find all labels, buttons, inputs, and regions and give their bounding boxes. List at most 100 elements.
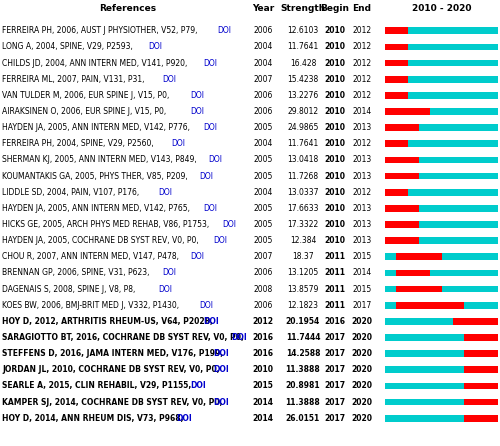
Text: SHERMAN KJ, 2005, ANN INTERN MED, V143, P849,: SHERMAN KJ, 2005, ANN INTERN MED, V143, … — [2, 155, 197, 165]
Text: 12.1823: 12.1823 — [288, 301, 318, 310]
Text: HOY D, 2014, ANN RHEUM DIS, V73, P968,: HOY D, 2014, ANN RHEUM DIS, V73, P968, — [2, 414, 184, 423]
Text: 2020: 2020 — [352, 365, 372, 374]
Bar — [385, 367, 498, 373]
Text: 17.3322: 17.3322 — [288, 220, 318, 229]
Bar — [385, 157, 419, 163]
Text: 2010: 2010 — [324, 236, 345, 245]
Text: 2016: 2016 — [252, 349, 274, 358]
Text: 2011: 2011 — [324, 268, 345, 277]
Bar — [464, 415, 498, 421]
Text: DOI: DOI — [190, 91, 204, 100]
Text: DOI: DOI — [204, 204, 218, 213]
Text: HAYDEN JA, 2005, ANN INTERN MED, V142, P776,: HAYDEN JA, 2005, ANN INTERN MED, V142, P… — [2, 123, 190, 132]
Text: DOI: DOI — [176, 414, 192, 423]
Bar — [464, 399, 498, 405]
Text: References: References — [99, 4, 156, 13]
Text: 2005: 2005 — [254, 204, 272, 213]
Bar — [385, 318, 498, 325]
Text: SARAGIOTTO BT, 2016, COCHRANE DB SYST REV, V0, P0,: SARAGIOTTO BT, 2016, COCHRANE DB SYST RE… — [2, 333, 244, 342]
Text: 11.7268: 11.7268 — [288, 172, 318, 181]
Text: 20.1954: 20.1954 — [286, 317, 320, 326]
Bar — [453, 318, 498, 325]
Text: HOY D, 2012, ARTHRITIS RHEUM-US, V64, P2028,: HOY D, 2012, ARTHRITIS RHEUM-US, V64, P2… — [2, 317, 213, 326]
Text: 15.4238: 15.4238 — [288, 74, 318, 84]
Text: 2017: 2017 — [324, 397, 345, 407]
Bar — [385, 237, 419, 244]
Text: 2004: 2004 — [254, 42, 272, 51]
Bar — [385, 205, 498, 212]
Bar — [396, 269, 430, 277]
Text: 2010: 2010 — [324, 42, 345, 51]
Text: 2012: 2012 — [352, 26, 372, 35]
Text: 2014: 2014 — [252, 414, 274, 423]
Text: 2010: 2010 — [324, 139, 345, 148]
Text: 2010: 2010 — [324, 155, 345, 165]
Text: 11.3888: 11.3888 — [286, 365, 320, 374]
Text: 2005: 2005 — [254, 155, 272, 165]
Text: DOI: DOI — [213, 365, 228, 374]
Text: 2005: 2005 — [254, 123, 272, 132]
Text: BRENNAN GP, 2006, SPINE, V31, P623,: BRENNAN GP, 2006, SPINE, V31, P623, — [2, 268, 150, 277]
Bar — [385, 44, 407, 50]
Text: 2011: 2011 — [324, 301, 345, 310]
Text: DOI: DOI — [190, 252, 204, 261]
Text: DOI: DOI — [208, 155, 222, 165]
Bar — [385, 415, 498, 421]
Text: 2010 - 2020: 2010 - 2020 — [412, 4, 471, 13]
Text: DOI: DOI — [162, 74, 176, 84]
Text: SEARLE A, 2015, CLIN REHABIL, V29, P1155,: SEARLE A, 2015, CLIN REHABIL, V29, P1155… — [2, 381, 191, 390]
Text: 2010: 2010 — [324, 58, 345, 67]
Bar — [385, 399, 498, 405]
Text: KOUMANTAKIS GA, 2005, PHYS THER, V85, P209,: KOUMANTAKIS GA, 2005, PHYS THER, V85, P2… — [2, 172, 188, 181]
Bar — [464, 334, 498, 341]
Text: 2014: 2014 — [352, 268, 372, 277]
Bar — [385, 302, 498, 309]
Bar — [385, 108, 498, 115]
Text: DOI: DOI — [231, 333, 247, 342]
Bar — [396, 253, 442, 260]
Bar — [385, 76, 407, 83]
Text: CHILDS JD, 2004, ANN INTERN MED, V141, P920,: CHILDS JD, 2004, ANN INTERN MED, V141, P… — [2, 58, 188, 67]
Bar — [385, 140, 498, 147]
Bar — [385, 173, 419, 179]
Text: 2010: 2010 — [324, 220, 345, 229]
Bar — [385, 237, 498, 244]
Text: 13.8579: 13.8579 — [288, 285, 318, 293]
Bar — [385, 124, 498, 131]
Text: 2010: 2010 — [324, 204, 345, 213]
Text: JORDAN JL, 2010, COCHRANE DB SYST REV, V0, P0,: JORDAN JL, 2010, COCHRANE DB SYST REV, V… — [2, 365, 220, 374]
Bar — [385, 157, 498, 163]
Bar — [385, 253, 498, 260]
Text: 2014: 2014 — [352, 107, 372, 116]
Bar — [385, 221, 498, 228]
Text: DOI: DOI — [204, 123, 218, 132]
Text: 2017: 2017 — [324, 365, 345, 374]
Bar — [385, 27, 407, 34]
Text: DOI: DOI — [190, 381, 206, 390]
Bar — [396, 286, 442, 293]
Text: FERREIRA PH, 2004, SPINE, V29, P2560,: FERREIRA PH, 2004, SPINE, V29, P2560, — [2, 139, 154, 148]
Text: VAN TULDER M, 2006, EUR SPINE J, V15, P0,: VAN TULDER M, 2006, EUR SPINE J, V15, P0… — [2, 91, 170, 100]
Bar — [385, 221, 419, 228]
Text: DOI: DOI — [204, 317, 220, 326]
Text: 2013: 2013 — [352, 155, 372, 165]
Text: DAGENAIS S, 2008, SPINE J, V8, P8,: DAGENAIS S, 2008, SPINE J, V8, P8, — [2, 285, 136, 293]
Text: 2017: 2017 — [324, 333, 345, 342]
Text: 13.0418: 13.0418 — [288, 155, 318, 165]
Text: 2011: 2011 — [324, 252, 345, 261]
Text: DOI: DOI — [158, 188, 172, 197]
Text: FERREIRA ML, 2007, PAIN, V131, P31,: FERREIRA ML, 2007, PAIN, V131, P31, — [2, 74, 144, 84]
Bar — [385, 140, 407, 147]
Text: 2006: 2006 — [254, 268, 272, 277]
Text: Year: Year — [252, 4, 274, 13]
Text: CHOU R, 2007, ANN INTERN MED, V147, P478,: CHOU R, 2007, ANN INTERN MED, V147, P478… — [2, 252, 179, 261]
Text: 2016: 2016 — [324, 317, 345, 326]
Text: 2004: 2004 — [254, 58, 272, 67]
Bar — [385, 92, 407, 99]
Text: DOI: DOI — [199, 172, 213, 181]
Text: LIDDLE SD, 2004, PAIN, V107, P176,: LIDDLE SD, 2004, PAIN, V107, P176, — [2, 188, 139, 197]
Text: 2006: 2006 — [254, 107, 272, 116]
Text: DOI: DOI — [162, 268, 176, 277]
Text: 2012: 2012 — [352, 139, 372, 148]
Bar — [385, 350, 498, 357]
